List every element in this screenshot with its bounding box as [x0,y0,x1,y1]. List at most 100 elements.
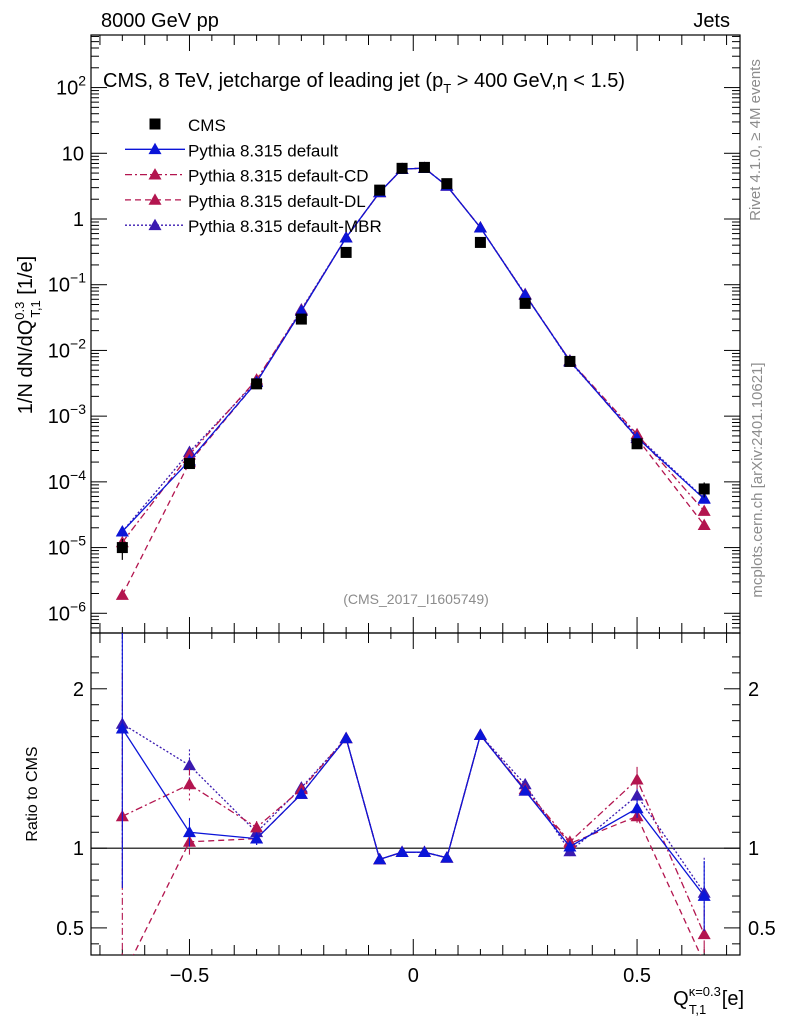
data-point [374,184,386,196]
ratio-y-tick-label: 2 [73,679,84,701]
ratio-series-default-cd [115,672,711,955]
y-tick-label-base: 10 [48,340,70,362]
data-point [116,542,128,554]
y-tick-label-base: 10 [48,275,70,297]
data-point [183,458,195,470]
ratio-line-default-mbr [121,723,705,894]
mcplots-label: mcplots.cern.ch [arXiv:2401.10621] [749,362,766,597]
y-tick-label: 10−6 [48,598,86,625]
data-point [698,483,710,495]
y-tick-label: 10−4 [48,467,86,494]
mc-point-default-dl [697,518,711,530]
ratio-point-default-cd [182,777,196,790]
reference-label: (CMS_2017_I1605749) [343,591,489,607]
ratio-point-default [182,825,196,838]
ratio-point-default [294,787,308,799]
ratio-point-default [563,840,577,852]
mc-point-default-dl [115,588,129,600]
legend-marker-default-mbr [148,218,162,231]
mc-point-default [518,288,532,300]
y-tick-label-base: 10 [48,603,70,625]
ratio-point-default [417,845,431,858]
ratio-point-default [697,889,711,901]
x-tick-label: 0.5 [623,965,651,987]
y-tick-label-exponent: −1 [70,270,86,286]
data-point [295,313,307,325]
ratio-series-default-mbr [115,633,711,928]
ratio-point-default-mbr [182,758,196,771]
mc-point-default [473,221,487,233]
ratio-point-default-cd [697,927,711,940]
mc-line-default [121,167,705,533]
ratio-point-default-cd [250,820,264,833]
mc-point-default [115,525,129,537]
data-point [340,246,352,258]
ratio-point-default-mbr [630,789,644,801]
y-tick-label-exponent: −4 [70,467,86,483]
mc-point-default [294,304,308,316]
legend-label-cms: CMS [188,116,226,135]
y-tick-label: 10 [62,143,84,165]
mc-point-default-cd [697,504,711,516]
legend-marker-default [148,142,162,155]
data-point [474,236,486,248]
ratio-series-default [115,633,711,932]
y-tick-label-exponent: 2 [78,73,86,89]
ratio-point-default [473,728,487,740]
main-y-axis-label-main: 1/N dN/dQ [15,320,37,414]
main-y-axis-label: 1/N dN/dQ0.3T,1 [1/e] [12,256,43,414]
x-axis-label-sub: T,1 [689,1002,706,1017]
main-y-axis-label-sub: T,1 [28,300,43,317]
y-tick-label: 10−3 [48,401,86,428]
legend-label-default-dl: Pythia 8.315 default-DL [188,192,366,211]
ratio-point-default [440,851,454,863]
ratio-line-default [121,728,705,897]
y-tick-label: 10−5 [48,533,86,560]
data-point [564,355,576,367]
plot-title-subscript: T [443,81,451,96]
y-tick-label-base: 10 [48,472,70,494]
ratio-panel-frame [90,632,741,956]
legend-marker-default-cd [148,168,162,180]
plot-title: CMS, 8 TeV, jetcharge of leading jet (pT… [103,70,625,96]
x-tick-label: 0 [408,965,419,987]
ratio-y-tick-label: 0.5 [748,918,776,940]
y-tick-label-exponent: −5 [70,533,86,549]
ratio-plot-area [91,633,740,955]
ratio-point-default [339,731,353,744]
y-tick-label: 1 [73,209,84,231]
data-point [396,162,408,174]
ratio-y-tick-label: 1 [748,838,759,860]
legend-marker-cms [149,118,161,130]
data-point [631,438,643,450]
y-tick-label-base: 10 [48,538,70,560]
header-energy: 8000 GeV pp [101,10,219,32]
ratio-point-default [250,832,264,844]
data-point [441,178,453,190]
mc-point-default [697,492,711,504]
x-axis-label: Qκ=0.3 T,1 [e] [673,984,744,1017]
legend: CMS Pythia 8.315 default Pythia 8.315 defa… [125,116,382,236]
ratio-point-default [518,784,532,796]
y-tick-label-exponent: −2 [70,335,86,351]
plot-title-main: CMS, 8 TeV, jetcharge of leading jet (p [103,70,443,92]
y-tick-label-base: 10 [56,78,78,100]
y-tick-label-exponent: −6 [70,598,86,614]
ratio-point-default [630,801,644,814]
x-tick-label: −0.5 [170,965,209,987]
ratio-y-axis-label: Ratio to CMS [24,746,41,841]
header-process: Jets [693,10,730,32]
y-tick-label: 10−1 [48,270,86,297]
x-axis-label-main: Q [673,988,689,1010]
mc-point-default [339,231,353,243]
y-tick-label: 102 [56,73,86,100]
ratio-point-default-cd [630,773,644,785]
legend-label-default: Pythia 8.315 default [188,141,339,160]
ratio-point-default [115,722,129,734]
y-tick-label: 10−2 [48,335,86,362]
y-tick-label-exponent: −3 [70,401,86,417]
data-point [418,161,430,173]
main-plot-area [115,161,711,600]
data-point [251,378,263,390]
y-tick-label-base: 10 [48,406,70,428]
